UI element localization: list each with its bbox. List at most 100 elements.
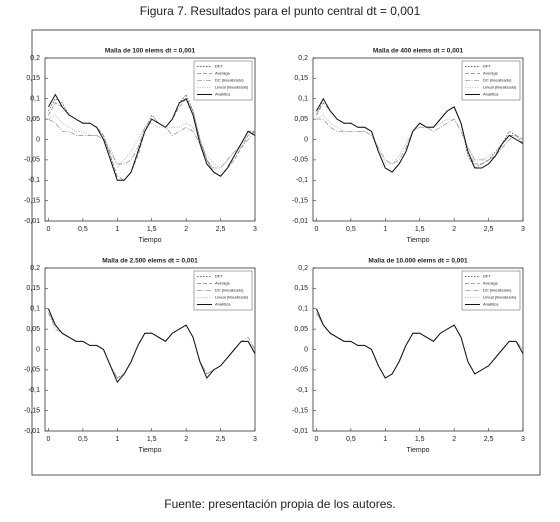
- legend-label: Analítica: [215, 92, 231, 97]
- y-tick-label: 0,1: [298, 306, 308, 313]
- y-tick-label: -0,05: [292, 367, 308, 374]
- y-tick-label: 0,05: [294, 326, 308, 333]
- y-tick-label: 0,05: [26, 326, 40, 333]
- x-tick-label: 2,5: [216, 436, 226, 443]
- x-tick-label: 2,5: [216, 226, 226, 233]
- x-tick-label: 0,5: [346, 226, 356, 233]
- y-tick-label: 0,05: [294, 116, 308, 123]
- legend-label: DFT: [215, 64, 223, 69]
- legend-label: Average: [483, 281, 499, 286]
- x-tick-label: 0: [314, 436, 318, 443]
- x-tick-label: 2,5: [484, 436, 494, 443]
- x-tick-label: 1: [115, 226, 119, 233]
- y-tick-label: -0,15: [292, 407, 308, 414]
- y-tick-label: -0,1: [28, 387, 40, 394]
- panel: Malla de 10.000 elems dt = 0,001 0,2 0,15 0…: [292, 258, 525, 454]
- y-tick-label: -0,01: [292, 218, 308, 225]
- legend-label: Average: [215, 281, 231, 286]
- y-tick-label: 0: [36, 346, 40, 353]
- x-tick-label: 0,5: [78, 226, 88, 233]
- legend-label: Analítica: [215, 302, 231, 307]
- figure-title: Figura 7. Resultados para el punto centr…: [140, 4, 421, 18]
- x-tick-label: 1,5: [147, 226, 157, 233]
- legend-label: Average: [483, 71, 499, 76]
- y-tick-label: -0,1: [296, 387, 308, 394]
- legend-label: DC (linealizado): [483, 288, 512, 293]
- x-tick-label: 0: [46, 226, 50, 233]
- x-tick-label: 3: [253, 436, 257, 443]
- x-tick-label: 2: [184, 436, 188, 443]
- x-tick-label: 0,5: [78, 436, 88, 443]
- panel-title: Malla de 100 elems dt = 0,001: [105, 48, 196, 55]
- legend-label: DC (linealizado): [215, 288, 244, 293]
- y-tick-label: 0: [36, 136, 40, 143]
- x-tick-label: 2: [452, 226, 456, 233]
- panel: Malla de 400 elems dt = 0,001 0,2 0,15 0,1 0…: [292, 48, 525, 244]
- y-tick-label: 0,2: [298, 55, 308, 62]
- legend-label: Analítica: [483, 302, 499, 307]
- legend-label: DC (linealizado): [215, 78, 244, 83]
- y-tick-label: -0,01: [24, 218, 40, 225]
- y-tick-label: 0,1: [298, 96, 308, 103]
- x-tick-label: 1: [383, 226, 387, 233]
- series-line: [316, 97, 524, 173]
- x-tick-label: 1,5: [415, 226, 425, 233]
- x-tick-label: 2: [184, 226, 188, 233]
- series-line: [316, 114, 524, 165]
- panel-title: Malla de 400 elems dt = 0,001: [373, 48, 464, 55]
- y-tick-label: 0,05: [26, 116, 40, 123]
- x-tick-label: 0,5: [346, 436, 356, 443]
- x-axis-label: Tiempo: [138, 447, 161, 454]
- series-line: [316, 118, 524, 165]
- series-line: [47, 308, 256, 384]
- legend-label: DC (linealizado): [483, 78, 512, 83]
- y-tick-label: -0,15: [24, 197, 40, 204]
- source-note: Fuente: presentación propia de los autor…: [164, 497, 395, 511]
- panel: Malla de 2.500 elems dt = 0,001 0,2 0,15 0,…: [24, 258, 257, 454]
- x-tick-label: 3: [521, 436, 525, 443]
- legend-label: DFT: [483, 64, 491, 69]
- panel-title: Malla de 10.000 elems dt = 0,001: [368, 258, 468, 265]
- y-tick-label: -0,05: [24, 157, 40, 164]
- y-tick-label: 0,2: [30, 55, 40, 62]
- y-tick-label: 0,15: [26, 285, 40, 292]
- y-tick-label: 0,2: [298, 265, 308, 272]
- y-tick-label: 0,2: [30, 265, 40, 272]
- legend-label: DFT: [483, 274, 491, 279]
- y-tick-label: -0,15: [24, 407, 40, 414]
- series-line: [315, 308, 524, 379]
- y-tick-label: -0,1: [28, 177, 40, 184]
- y-tick-label: -0,05: [24, 367, 40, 374]
- panel-title: Malla de 2.500 elems dt = 0,001: [102, 258, 198, 265]
- x-tick-label: 3: [521, 226, 525, 233]
- panel: Malla de 100 elems dt = 0,001 0,2 0,15 0,1 0…: [24, 48, 257, 244]
- legend-label: Lineal (linealizado): [215, 85, 249, 90]
- y-tick-label: 0,15: [26, 75, 40, 82]
- x-axis-label: Tiempo: [138, 237, 161, 244]
- y-tick-label: -0,01: [24, 428, 40, 435]
- y-tick-label: 0,15: [294, 75, 308, 82]
- x-tick-label: 3: [253, 226, 257, 233]
- x-tick-label: 1,5: [147, 436, 157, 443]
- y-tick-label: 0,15: [294, 285, 308, 292]
- y-tick-label: 0,1: [30, 306, 40, 313]
- y-tick-label: -0,15: [292, 197, 308, 204]
- legend-label: Lineal (linealizado): [483, 85, 517, 90]
- legend-label: DFT: [215, 274, 223, 279]
- legend-label: Lineal (linealizado): [215, 295, 249, 300]
- legend-label: Analítica: [483, 92, 499, 97]
- y-tick-label: 0,1: [30, 96, 40, 103]
- series-line: [48, 93, 256, 181]
- y-tick-label: -0,1: [296, 177, 308, 184]
- y-tick-label: 0: [304, 346, 308, 353]
- legend-label: Lineal (linealizado): [483, 295, 517, 300]
- frame: [31, 29, 541, 476]
- x-tick-label: 2: [452, 436, 456, 443]
- x-tick-label: 2,5: [484, 226, 494, 233]
- x-tick-label: 1: [383, 436, 387, 443]
- y-tick-label: 0: [304, 136, 308, 143]
- x-axis-label: Tiempo: [406, 447, 429, 454]
- y-tick-label: -0,05: [292, 157, 308, 164]
- x-axis-label: Tiempo: [406, 237, 429, 244]
- x-tick-label: 0: [314, 226, 318, 233]
